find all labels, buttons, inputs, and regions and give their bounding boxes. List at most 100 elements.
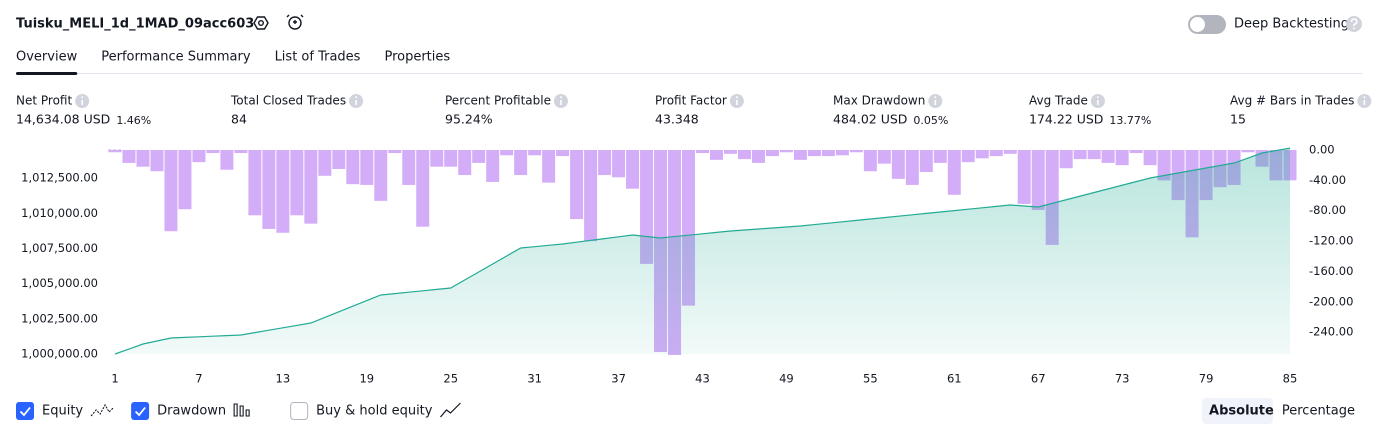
drawdown-bar <box>458 150 472 176</box>
active-tab-underline <box>16 72 78 75</box>
y-tick-label: 1,005,000.00 <box>21 276 98 290</box>
metric-percent: 1.46% <box>116 114 151 127</box>
x-tick-label: 79 <box>1199 372 1214 386</box>
metric-value: 95.24% <box>445 112 493 127</box>
drawdown-bar <box>626 150 640 189</box>
info-icon-dot <box>1363 96 1366 99</box>
drawdown-bar <box>709 150 723 160</box>
drawdown-bar <box>807 150 821 157</box>
drawdown-bar <box>346 150 360 185</box>
drawdown-bar <box>1241 150 1255 153</box>
drawdown-bar <box>332 150 346 169</box>
equity-line <box>114 147 1291 355</box>
drawdown-bar <box>696 150 709 154</box>
drawdown-bar <box>430 150 444 167</box>
y2-tick-label: -240.00 <box>1309 325 1353 339</box>
x-tick-label: 73 <box>1115 372 1130 386</box>
metric-value: 484.02 USD <box>833 112 907 127</box>
deep-backtesting-switch[interactable] <box>1188 15 1226 34</box>
y-tick-label: 1,010,000.00 <box>21 206 98 220</box>
equity-icon <box>90 403 114 417</box>
metric-label: Max Drawdown <box>833 94 925 108</box>
drawdown-bar <box>1059 150 1073 169</box>
y2-tick-label: 0.00 <box>1309 143 1335 157</box>
drawdown-bar <box>933 150 947 163</box>
drawdown-bar <box>1115 150 1129 166</box>
drawdown-bar <box>584 150 598 242</box>
buy-hold-icon <box>440 402 461 418</box>
drawdown-bar <box>262 150 276 229</box>
drawdown-bar <box>374 150 388 201</box>
deep-backtesting-label: Deep Backtesting <box>1234 17 1349 32</box>
drawdown-bar <box>570 150 584 220</box>
metric-label: Profit Factor <box>655 94 727 108</box>
drawdown-bar <box>975 150 989 159</box>
drawdown-bar <box>1017 150 1031 204</box>
tab[interactable]: List of Trades <box>275 50 361 65</box>
help-icon[interactable] <box>1346 16 1362 32</box>
drawdown-bar <box>835 150 849 156</box>
scale-button-active[interactable] <box>1202 398 1273 424</box>
legend-label[interactable]: Equity <box>42 404 83 419</box>
info-icon[interactable] <box>553 94 568 108</box>
metric-label: Total Closed Trades <box>230 94 346 108</box>
drawdown-bar <box>723 150 737 154</box>
drawdown-icon <box>233 403 250 417</box>
x-tick-label: 19 <box>359 372 374 386</box>
legend-label[interactable]: Drawdown <box>157 404 226 419</box>
y-tick-label: 1,007,500.00 <box>21 241 98 255</box>
checkbox[interactable] <box>131 402 150 420</box>
legend-label[interactable]: Buy & hold equity <box>316 404 433 419</box>
checkbox-box <box>16 402 34 420</box>
x-tick-label: 85 <box>1283 372 1298 386</box>
checkbox[interactable] <box>290 402 309 420</box>
metric-value: 84 <box>231 112 247 127</box>
settings-icon[interactable] <box>253 16 269 30</box>
info-icon-dot <box>81 96 84 99</box>
info-icon[interactable] <box>729 94 744 108</box>
drawdown-bar <box>486 150 500 182</box>
metric-value: 43.348 <box>655 112 699 127</box>
strategy-title: Tuisku_MELI_1d_1MAD_09acc603 <box>16 17 254 32</box>
drawdown-bar <box>472 150 486 163</box>
drawdown-bar <box>136 150 150 167</box>
info-icon[interactable] <box>349 94 364 108</box>
x-tick-label: 67 <box>1031 372 1046 386</box>
scale-button-label[interactable]: Percentage <box>1282 404 1355 419</box>
info-icon-dot <box>559 96 562 99</box>
drawdown-bar <box>528 150 542 156</box>
info-icon[interactable] <box>75 94 90 108</box>
metric-label: Avg # Bars in Trades <box>1230 94 1354 108</box>
drawdown-bar <box>220 150 234 170</box>
info-icon[interactable] <box>928 94 943 108</box>
y2-tick-label: -80.00 <box>1309 203 1346 217</box>
checkbox-box <box>131 402 150 420</box>
drawdown-bar <box>122 150 136 163</box>
drawdown-bar <box>919 150 933 173</box>
alert-icon[interactable] <box>286 14 304 30</box>
x-tick-label: 61 <box>947 372 962 386</box>
drawdown-bar <box>416 150 430 227</box>
scale-button-label[interactable]: Absolute <box>1209 404 1274 419</box>
metric-percent: 13.77% <box>1109 114 1151 127</box>
drawdown-bar <box>891 150 905 179</box>
checkbox[interactable] <box>16 402 34 420</box>
drawdown-bar <box>1073 150 1087 160</box>
drawdown-bar <box>234 150 248 154</box>
drawdown-bar <box>737 150 751 160</box>
info-icon[interactable] <box>1357 94 1372 108</box>
drawdown-bar <box>178 150 192 210</box>
tab[interactable]: Overview <box>16 50 78 65</box>
drawdown-bar <box>304 150 318 224</box>
tab[interactable]: Performance Summary <box>101 50 251 65</box>
x-tick-label: 13 <box>276 372 291 386</box>
drawdown-bar <box>402 150 416 185</box>
info-icon[interactable] <box>1090 94 1105 108</box>
drawdown-bar <box>276 150 290 233</box>
tab[interactable]: Properties <box>384 50 450 65</box>
drawdown-bar <box>849 150 863 153</box>
metric-value: 14,634.08 USD <box>16 112 110 127</box>
drawdown-bar <box>360 150 374 185</box>
